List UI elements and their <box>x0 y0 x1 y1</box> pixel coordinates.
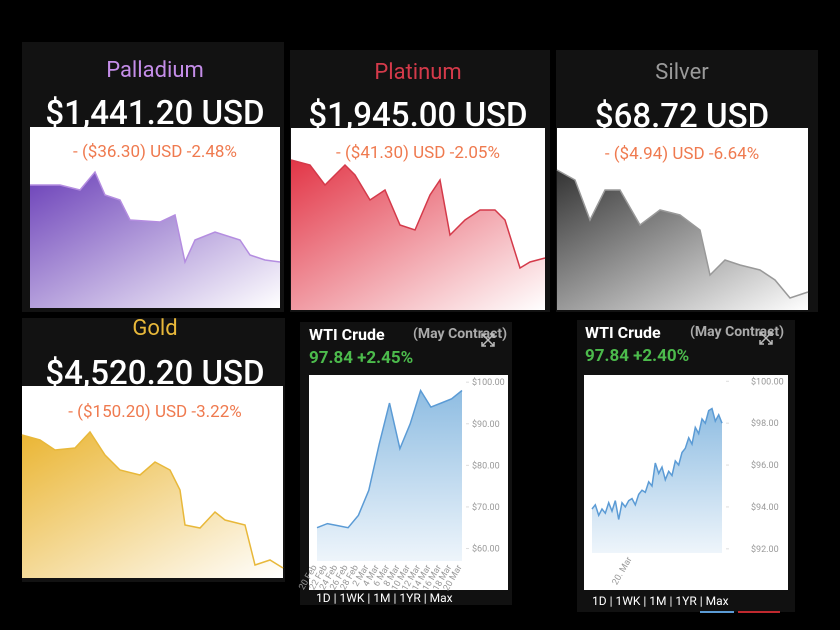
widget-quote: 97.84 +2.40% <box>585 346 689 366</box>
widget-title: WTI Crude <box>309 325 385 344</box>
card-change: - ($4.94) USD -6.64% <box>605 144 759 164</box>
sparkline <box>22 432 283 578</box>
y-tick-label: $94.00 <box>751 502 779 513</box>
widget-wti-2: WTI Crude (May Contract) 97.84 +2.40% 1D… <box>577 320 795 613</box>
card-silver: Silver $68.72 USD - ($4.94) USD -6.64% <box>556 50 818 312</box>
widget-title: WTI Crude <box>585 323 661 342</box>
y-tick-label: $100.00 <box>751 376 784 387</box>
card-title: Platinum <box>374 60 461 85</box>
range-buttons[interactable]: 1D | 1WK | 1M | 1YR | Max <box>592 594 729 608</box>
line <box>316 388 463 529</box>
card-change: - ($41.30) USD -2.05% <box>336 143 500 163</box>
sparkline-line <box>30 170 281 265</box>
sparkline <box>557 170 808 310</box>
y-tick-label: $70.00 <box>472 502 500 513</box>
card-change: - ($150.20) USD -3.22% <box>68 402 241 422</box>
card-platinum: Platinum $1,945.00 USD - ($41.30) USD -2… <box>290 50 550 312</box>
widget-note: (May Contract) <box>413 326 507 342</box>
sparkline-line <box>556 169 809 299</box>
tab-indicator <box>700 611 734 613</box>
y-tick-label: $98.00 <box>751 418 779 429</box>
line <box>591 407 723 520</box>
tab-indicator <box>738 611 780 613</box>
expand-icon[interactable] <box>759 331 773 345</box>
y-tick-label: $80.00 <box>472 460 500 471</box>
card-gold: Gold $4,520.20 USD - ($150.20) USD -3.22… <box>21 316 285 582</box>
y-tick-label: $96.00 <box>751 460 779 471</box>
card-title: Gold <box>132 316 177 341</box>
sparkline-line <box>290 159 546 270</box>
area <box>317 390 462 561</box>
sparkline-line <box>21 430 284 569</box>
expand-icon[interactable] <box>481 333 495 347</box>
card-palladium: Palladium $1,441.20 USD - ($36.30) USD -… <box>22 42 284 312</box>
range-buttons[interactable]: 1D | 1WK | 1M | 1YR | Max <box>316 591 453 605</box>
y-tick-label: $92.00 <box>751 544 779 555</box>
card-title: Silver <box>655 60 709 85</box>
y-tick-label: $100.00 <box>472 377 505 388</box>
area <box>592 408 722 553</box>
card-title: Palladium <box>106 58 204 83</box>
sparkline <box>291 160 545 310</box>
widget-quote: 97.84 +2.45% <box>309 348 413 368</box>
y-tick-label: $60.00 <box>472 544 500 555</box>
card-price: $1,441.20 USD <box>45 94 264 133</box>
card-change: - ($36.30) USD -2.48% <box>73 142 237 162</box>
sparkline <box>30 172 280 308</box>
y-tick-label: $90.00 <box>472 419 500 430</box>
